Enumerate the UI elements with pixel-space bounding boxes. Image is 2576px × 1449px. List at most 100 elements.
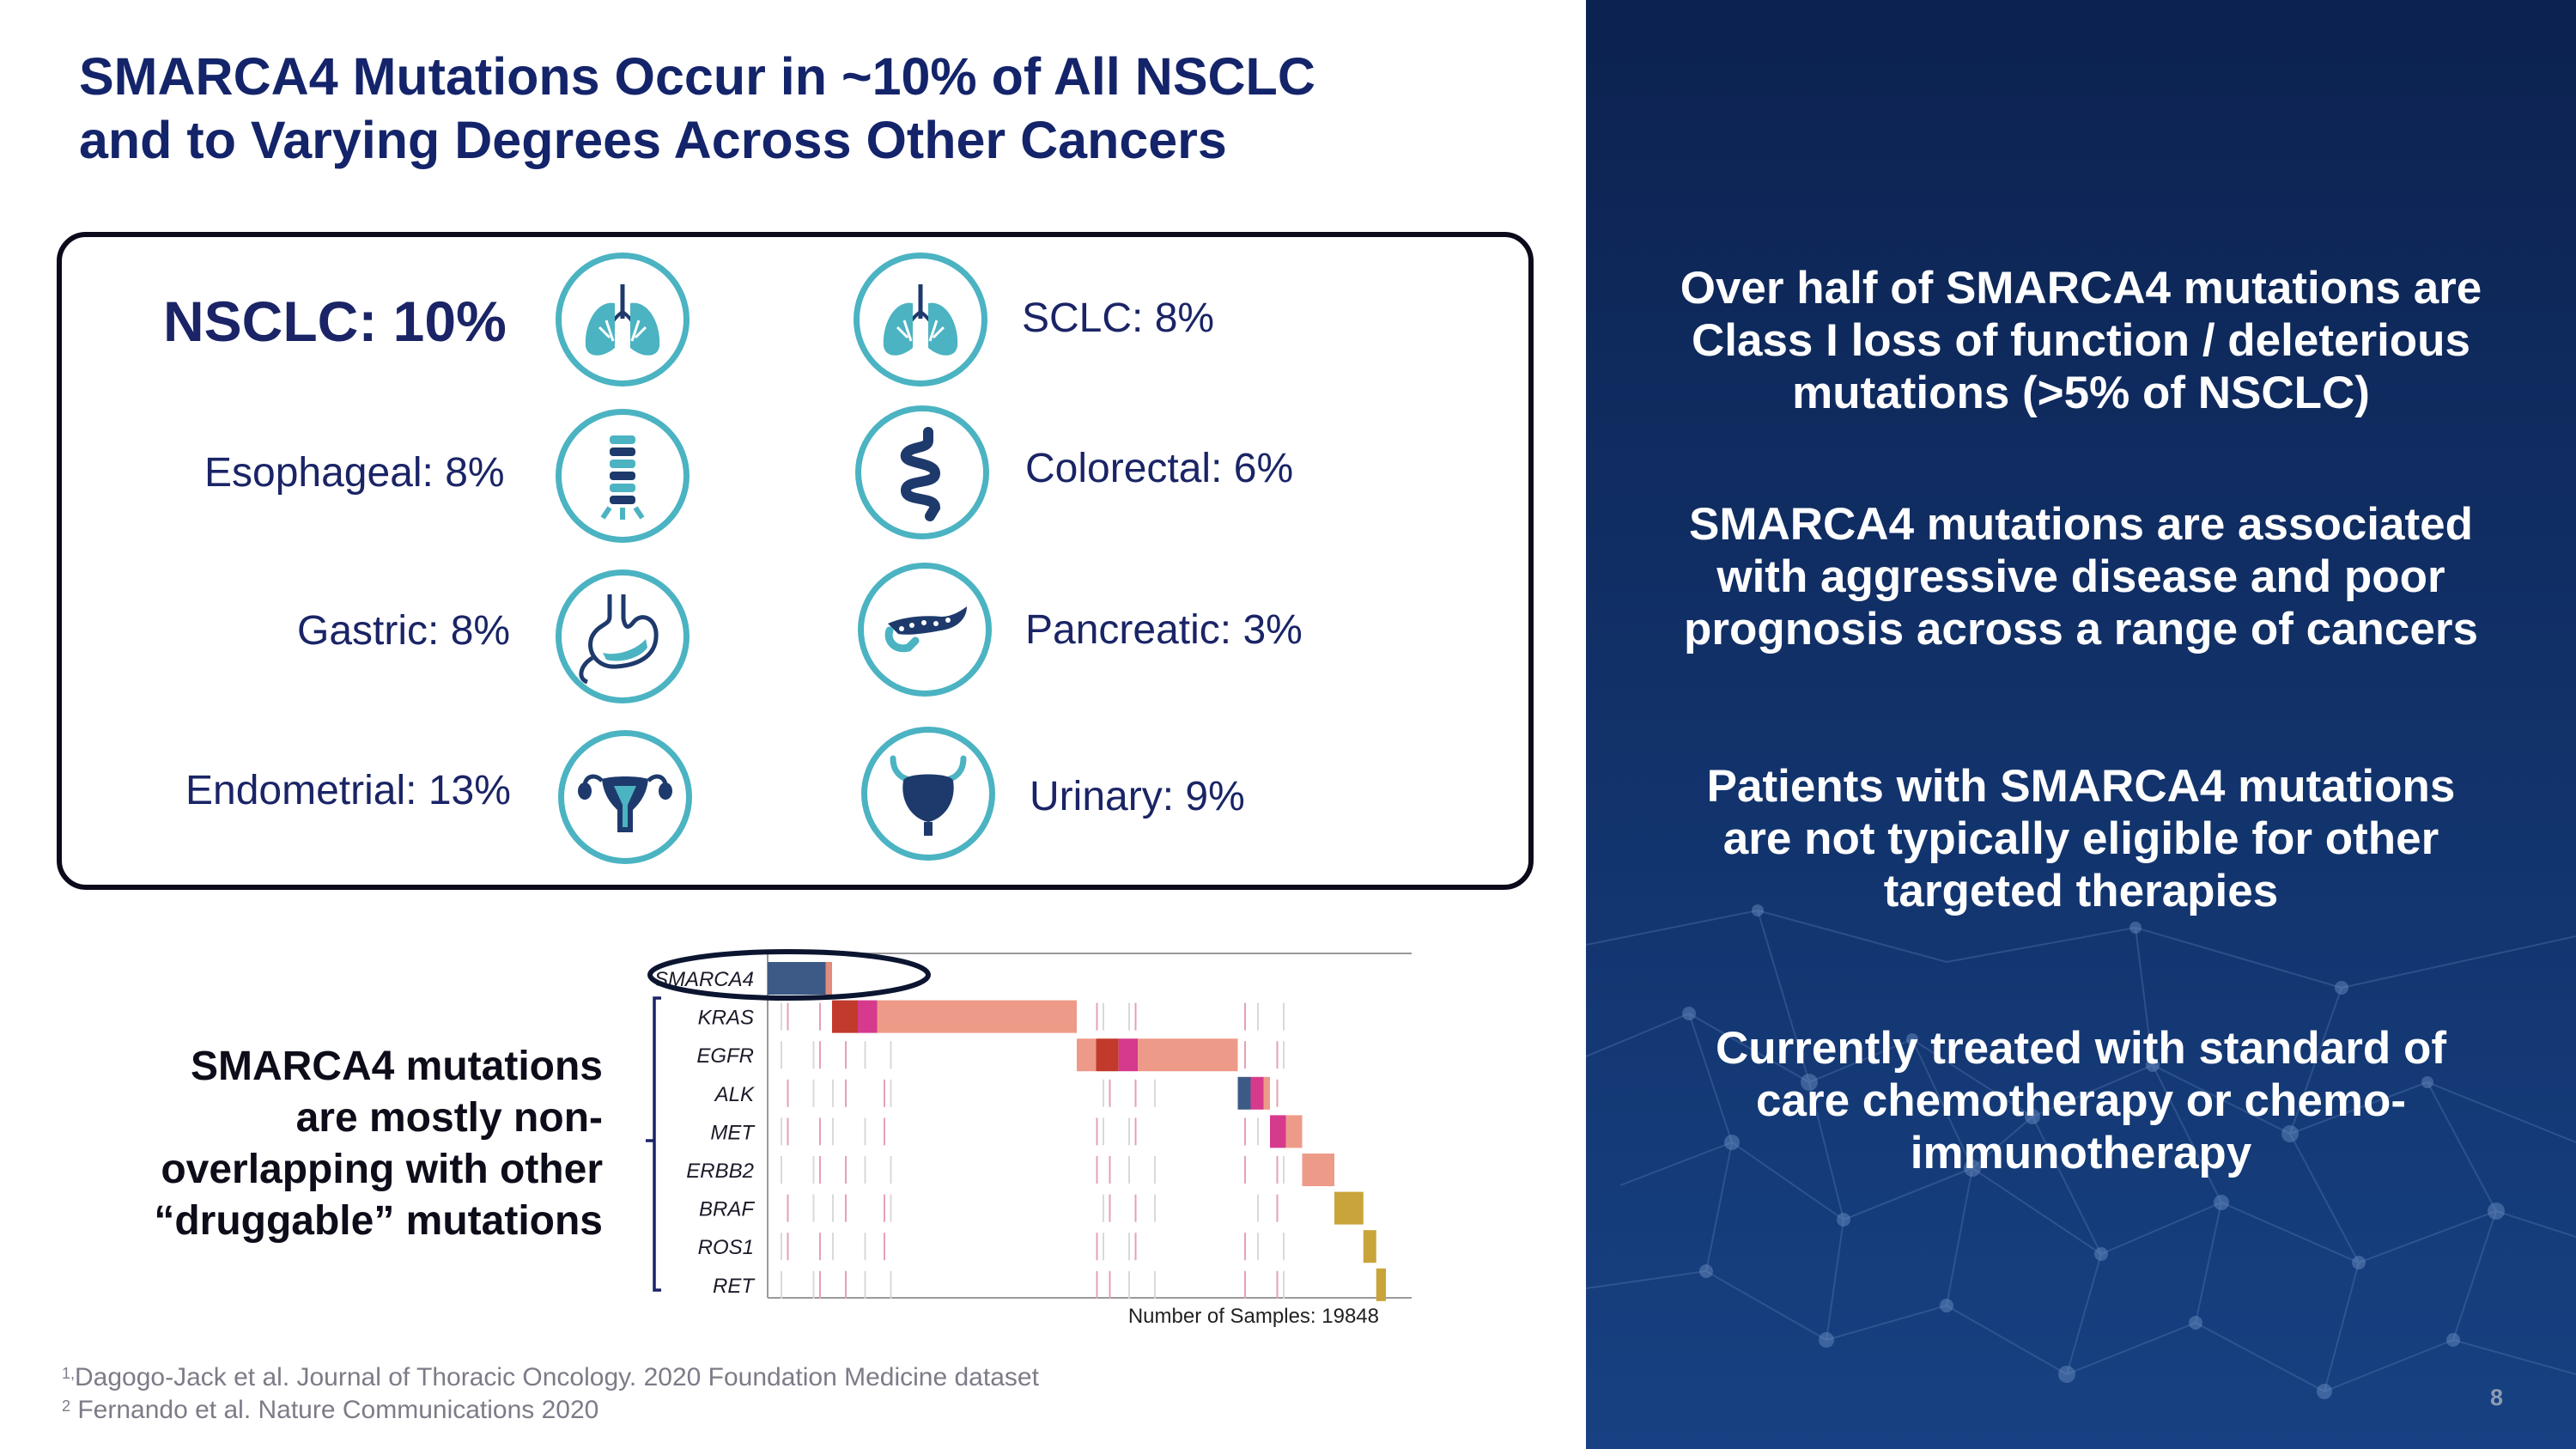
sample-tick (845, 1079, 847, 1107)
sample-tick (884, 1233, 885, 1261)
sample-tick (819, 1270, 821, 1299)
gene-label-erbb2: ERBB2 (686, 1160, 754, 1183)
sample-tick (1276, 1194, 1279, 1222)
bullet-eligibility: Patients with SMARCA4 mutations are not … (1620, 760, 2542, 917)
footnote-2: 2 Fernando et al. Nature Communications … (62, 1396, 598, 1425)
sample-tick (884, 1117, 885, 1146)
sample-tick (1096, 1117, 1098, 1146)
sample-tick (1109, 1156, 1111, 1184)
sample-tick (781, 1270, 782, 1299)
nsclc-lungs-icon (556, 253, 690, 387)
mutation-block-egfr (1096, 1038, 1119, 1072)
sample-tick (812, 1079, 815, 1107)
sample-tick (1096, 1270, 1098, 1299)
sample-tick (1134, 1117, 1137, 1146)
gastric-label: Gastric: 8% (297, 607, 510, 654)
sample-tick (890, 1194, 892, 1222)
sample-tick (832, 1117, 834, 1146)
sample-tick (864, 1233, 866, 1261)
sample-tick (1276, 1079, 1279, 1107)
sample-tick (812, 1270, 815, 1299)
bullet-line: care chemotherapy or chemo- (1756, 1075, 2406, 1126)
gene-label-met: MET (710, 1121, 756, 1144)
sample-tick (1154, 1079, 1156, 1107)
bullet-line: are not typically eligible for other (1722, 813, 2439, 864)
sample-tick (1244, 1233, 1246, 1261)
sample-tick (1128, 1117, 1130, 1146)
sample-tick (787, 1233, 789, 1261)
sample-tick (819, 1117, 821, 1146)
bullet-line: SMARCA4 mutations are associated (1688, 499, 2474, 550)
sample-tick (864, 1117, 866, 1146)
bullet-line: Over half of SMARCA4 mutations are (1680, 263, 2482, 314)
sample-tick (1154, 1270, 1156, 1299)
mutation-block-met (1285, 1115, 1303, 1148)
mutation-block-alk (1250, 1076, 1264, 1110)
page-number: 8 (2490, 1385, 2504, 1410)
cancer-pct: 13% (428, 768, 511, 813)
sample-tick (781, 1233, 782, 1261)
sample-tick (1134, 1002, 1137, 1031)
pancreatic-label: Pancreatic: 3% (1025, 606, 1303, 654)
esophageal-label: Esophageal: 8% (204, 449, 505, 496)
mutation-block-smarca4 (768, 962, 826, 995)
bladder-icon (861, 727, 995, 861)
footnote-text: Dagogo-Jack et al. Journal of Thoracic O… (75, 1363, 1039, 1391)
right-panel: Over half of SMARCA4 mutations are Class… (1586, 0, 2576, 1449)
sample-tick (787, 1194, 789, 1222)
pancreas-icon (858, 563, 992, 697)
sample-tick (1244, 1156, 1246, 1184)
sample-tick (1109, 1194, 1111, 1222)
mutation-block-smarca4 (825, 962, 832, 995)
sample-tick (1109, 1270, 1111, 1299)
sample-tick (1283, 1156, 1285, 1184)
sample-tick (864, 1156, 866, 1184)
mutation-block-met (1270, 1115, 1286, 1148)
cancer-pct: 8% (450, 608, 511, 654)
sample-tick (1103, 1233, 1104, 1261)
sample-tick (1096, 1002, 1098, 1031)
sample-tick (781, 1156, 782, 1184)
sample-tick (812, 1041, 815, 1069)
sample-tick (812, 1194, 815, 1222)
note-line: are mostly non- (295, 1095, 603, 1141)
mutation-block-erbb2 (1302, 1154, 1334, 1186)
sample-tick (864, 1041, 866, 1069)
cancer-name: Gastric: (297, 608, 440, 654)
cancer-prevalence-card (57, 232, 1534, 890)
sample-tick (845, 1194, 847, 1222)
sample-tick (812, 1156, 815, 1184)
colorectal-label: Colorectal: 6% (1025, 445, 1293, 492)
sample-tick (1134, 1079, 1137, 1107)
sample-tick (1128, 1270, 1130, 1299)
network-background (1586, 904, 2576, 1399)
title-line: and to Varying Degrees Across Other Canc… (79, 111, 1227, 169)
cancer-name: Pancreatic: (1025, 607, 1232, 653)
sample-tick (1283, 1233, 1285, 1261)
onco-bracket (653, 996, 661, 1292)
bullet-line: Patients with SMARCA4 mutations (1706, 761, 2456, 812)
gene-label-kras: KRAS (698, 1007, 754, 1030)
mutation-block-kras (877, 1000, 1077, 1033)
footnote-1: 1,Dagogo-Jack et al. Journal of Thoracic… (62, 1363, 1039, 1392)
sample-tick (884, 1194, 885, 1222)
cancer-pct: 8% (1154, 295, 1215, 341)
cancer-pct: 9% (1185, 774, 1245, 819)
sample-tick (787, 1117, 789, 1146)
intestine-icon (855, 405, 989, 539)
sample-tick (845, 1041, 847, 1069)
note-line: SMARCA4 mutations (190, 1044, 603, 1089)
smarca4-highlight-ellipse (647, 949, 931, 1001)
sample-tick (845, 1156, 847, 1184)
sample-tick (890, 1156, 892, 1184)
gene-label-alk: ALK (714, 1083, 755, 1106)
cancer-pct: 3% (1242, 607, 1303, 653)
mutation-block-alk (1263, 1076, 1270, 1110)
sclc-lungs-icon (854, 253, 987, 387)
sample-tick (890, 1041, 892, 1069)
sample-tick (819, 1041, 821, 1069)
sample-tick (787, 1002, 789, 1031)
sample-count-label: Number of Samples: 19848 (1128, 1305, 1379, 1328)
cancer-name: Urinary: (1030, 774, 1175, 819)
